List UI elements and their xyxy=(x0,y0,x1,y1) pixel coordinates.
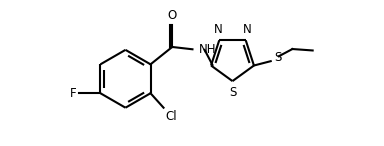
Text: F: F xyxy=(70,87,76,100)
Text: NH: NH xyxy=(199,43,216,56)
Text: N: N xyxy=(243,23,252,36)
Text: N: N xyxy=(214,23,222,36)
Text: S: S xyxy=(229,86,236,99)
Text: Cl: Cl xyxy=(165,110,177,123)
Text: O: O xyxy=(167,9,177,22)
Text: S: S xyxy=(274,52,281,65)
